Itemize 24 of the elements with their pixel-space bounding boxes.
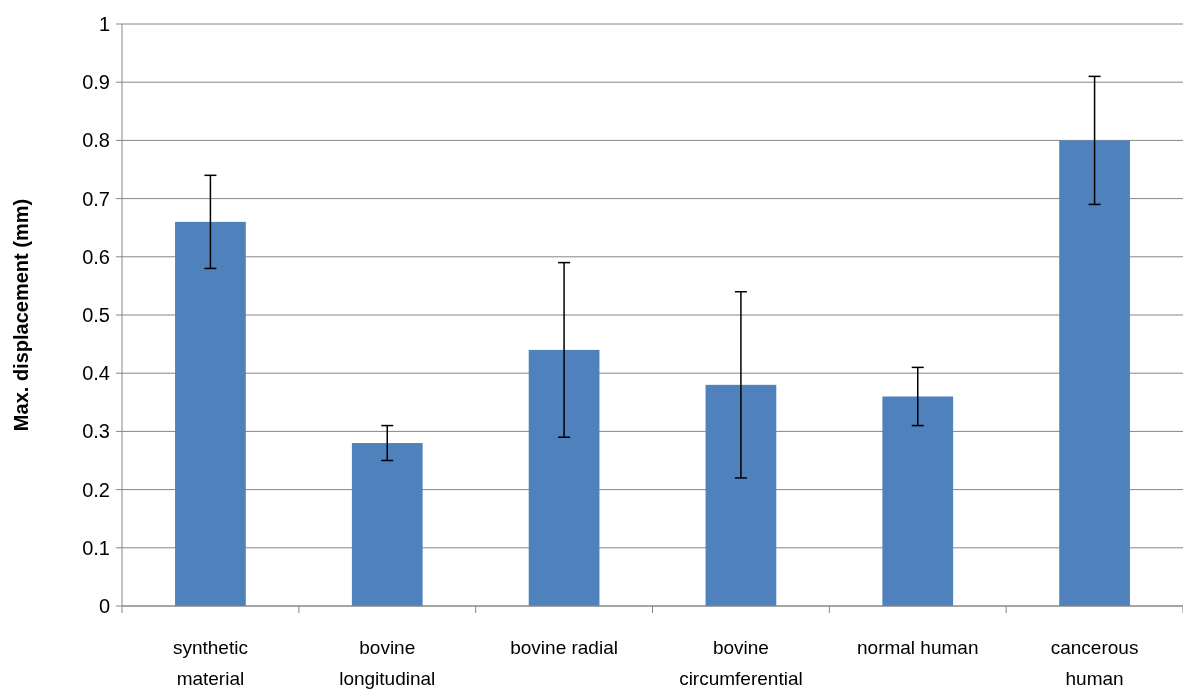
bar xyxy=(1059,140,1130,606)
bar xyxy=(175,221,246,606)
y-tick-label: 0.8 xyxy=(82,129,110,152)
x-tick-label: bovine circumferential xyxy=(679,637,803,689)
y-tick-label: 0.4 xyxy=(82,362,110,385)
y-tick-label: 1 xyxy=(98,13,110,35)
y-tick-label: 0.7 xyxy=(82,187,110,210)
y-tick-label: 0.3 xyxy=(82,420,110,443)
bar xyxy=(705,384,777,606)
x-tick-label: bovine longitudinal xyxy=(339,637,436,689)
y-tick-label: 0.1 xyxy=(82,536,110,559)
bar xyxy=(351,443,423,606)
y-tick-label: 0.9 xyxy=(82,71,110,94)
bar xyxy=(882,396,954,606)
y-axis-title: Max. displacement (mm) xyxy=(10,198,32,432)
x-tick-label: bovine radial xyxy=(510,637,618,658)
y-tick-label: 0 xyxy=(98,595,110,617)
y-tick-label: 0.2 xyxy=(82,478,110,501)
x-tick-label: cancerous human xyxy=(1050,637,1139,689)
y-tick-label: 0.5 xyxy=(82,304,110,326)
x-tick-label: normal human xyxy=(857,637,979,658)
x-tick-label: synthetic material xyxy=(172,637,248,689)
bar xyxy=(528,349,600,606)
y-tick-label: 0.6 xyxy=(82,245,110,268)
